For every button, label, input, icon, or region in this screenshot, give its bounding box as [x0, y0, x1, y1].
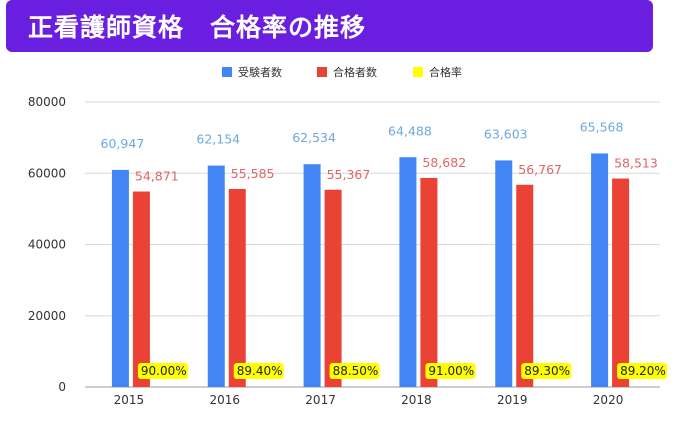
- label-passers-2015: 54,871: [135, 169, 179, 184]
- label-rate-2020: 89.20%: [620, 364, 666, 378]
- label-examinees-2017: 62,534: [292, 130, 336, 145]
- rate-highlight-2017: [329, 363, 380, 379]
- bar-examinees-2019: [495, 160, 513, 387]
- bar-examinees-2018: [399, 157, 417, 387]
- y-tick-label: 80000: [28, 95, 66, 109]
- legend-swatch: [317, 67, 327, 77]
- x-tick-label: 2020: [593, 393, 624, 407]
- label-rate-2016: 89.40%: [237, 364, 283, 378]
- y-tick-label: 60000: [28, 166, 66, 180]
- label-passers-2018: 58,682: [422, 155, 466, 170]
- legend-item-2: 合格率: [413, 65, 462, 79]
- legend-item-1: 合格者数: [317, 65, 377, 79]
- bar-examinees-2020: [591, 153, 609, 387]
- y-tick-label: 0: [58, 380, 66, 394]
- legend-label: 合格者数: [333, 65, 377, 79]
- label-passers-2019: 56,767: [518, 162, 562, 177]
- bar-passers-2018: [420, 177, 438, 387]
- y-axis-ticks: 0 20000 40000 60000 80000: [28, 95, 66, 394]
- y-tick-label: 20000: [28, 309, 66, 323]
- legend-swatch: [413, 67, 423, 77]
- data-labels: 60,947 54,871 90.00% 62,154 55,585 89.40% 62,5…: [101, 119, 668, 379]
- legend-item-0: 受験者数: [222, 65, 282, 79]
- label-examinees-2016: 62,154: [196, 132, 240, 147]
- rate-highlight-2018: [425, 363, 476, 379]
- label-examinees-2018: 64,488: [388, 123, 432, 138]
- legend-label: 受験者数: [238, 65, 282, 79]
- rate-highlight-2015: [137, 363, 188, 379]
- bar-passers-2019: [516, 184, 534, 387]
- rate-highlight-2019: [521, 363, 572, 379]
- bars: [111, 153, 630, 387]
- label-examinees-2019: 63,603: [484, 126, 528, 141]
- legend: 受験者数 合格者数 合格率: [222, 65, 462, 79]
- x-tick-label: 2017: [305, 393, 336, 407]
- rate-highlight-2016: [233, 363, 284, 379]
- title-banner: 正看護師資格 合格率の推移: [6, 0, 653, 52]
- bar-examinees-2017: [303, 164, 321, 387]
- legend-swatch: [222, 67, 232, 77]
- label-rate-2018: 91.00%: [428, 364, 474, 378]
- y-tick-label: 40000: [28, 238, 66, 252]
- label-passers-2017: 55,367: [327, 167, 371, 182]
- bar-passers-2016: [228, 188, 246, 387]
- label-passers-2020: 58,513: [614, 156, 658, 171]
- label-examinees-2015: 60,947: [101, 136, 145, 151]
- gridlines: [85, 101, 660, 388]
- x-tick-label: 2019: [497, 393, 528, 407]
- bar-examinees-2016: [207, 165, 225, 387]
- label-rate-2015: 90.00%: [141, 364, 187, 378]
- x-tick-label: 2015: [114, 393, 145, 407]
- chart-title: 正看護師資格 合格率の推移: [28, 13, 367, 42]
- x-tick-label: 2018: [401, 393, 432, 407]
- bar-examinees-2015: [111, 169, 129, 387]
- label-rate-2019: 89.30%: [524, 364, 570, 378]
- x-axis-ticks: 2015 2016 2017 2018 2019 2020: [114, 393, 624, 407]
- legend-label: 合格率: [429, 65, 462, 79]
- x-tick-label: 2016: [209, 393, 240, 407]
- bar-passers-2020: [612, 178, 630, 387]
- bar-passers-2017: [324, 189, 342, 387]
- rate-highlight-2020: [617, 363, 668, 379]
- label-rate-2017: 88.50%: [333, 364, 379, 378]
- bar-passers-2015: [132, 191, 150, 387]
- label-passers-2016: 55,585: [231, 166, 275, 181]
- label-examinees-2020: 65,568: [580, 119, 624, 134]
